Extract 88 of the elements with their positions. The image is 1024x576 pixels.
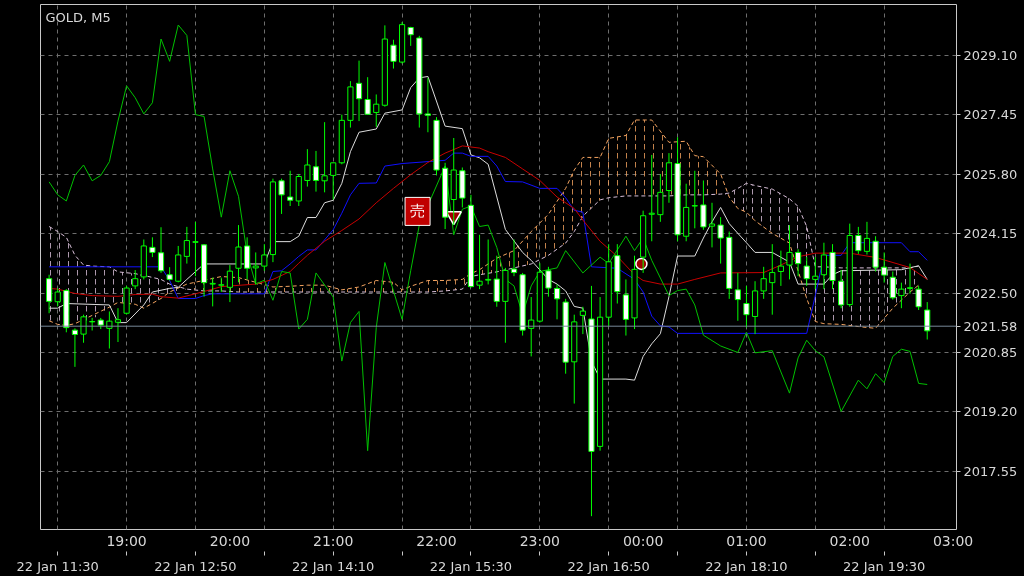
x2-tick-label: 22:00	[416, 532, 457, 549]
x-tick-label: 22 Jan 14:10	[292, 558, 375, 574]
candlestick	[855, 226, 862, 255]
candlestick	[321, 121, 328, 193]
candlestick	[54, 287, 61, 307]
candlestick	[906, 263, 914, 295]
candlestick	[708, 202, 716, 248]
candlestick	[803, 256, 810, 287]
candlestick	[820, 242, 827, 290]
y-tick-label: 2024.15	[963, 226, 1018, 242]
candlestick	[648, 154, 655, 242]
candlestick	[355, 60, 363, 122]
candlestick	[898, 282, 905, 309]
candlestick	[287, 170, 294, 207]
candlestick	[149, 236, 156, 258]
candlestick	[579, 306, 586, 335]
candlestick	[915, 285, 922, 311]
x2-tick-label: 21:00	[313, 532, 354, 549]
candlestick	[71, 327, 79, 368]
candlestick	[114, 307, 122, 343]
candlestick	[717, 216, 724, 265]
candlestick	[510, 238, 518, 277]
y-tick-label: 2022.50	[963, 285, 1018, 301]
candlestick	[889, 271, 896, 301]
candlestick	[183, 226, 190, 265]
y-tick-label: 2029.10	[963, 48, 1018, 64]
candlestick	[192, 221, 199, 277]
candlestick	[545, 266, 552, 298]
y-tick-label: 2017.55	[963, 463, 1018, 479]
x-tick-label: 22 Jan 15:30	[429, 558, 513, 574]
x2-tick-label: 03:00	[932, 532, 974, 549]
x-tick-label: 22 Jan 12:50	[154, 558, 237, 574]
candlestick	[330, 161, 337, 201]
x2-tick-label: 19:00	[106, 532, 147, 549]
candlestick	[80, 314, 87, 344]
candlestick	[924, 301, 931, 341]
candlestick	[106, 310, 113, 349]
candlestick	[553, 283, 561, 320]
candlestick	[261, 243, 268, 272]
candlestick	[795, 248, 802, 277]
candlestick	[863, 221, 871, 256]
candlestick	[373, 93, 380, 128]
candlestick	[743, 285, 750, 329]
candlestick	[312, 150, 320, 193]
candlestick	[476, 234, 483, 290]
x-tick-label: 22 Jan 11:30	[16, 558, 99, 574]
candlestick	[769, 243, 776, 316]
candlestick	[226, 264, 233, 303]
y-tick-label: 2025.80	[963, 166, 1018, 182]
candlestick	[734, 272, 741, 322]
candlestick	[46, 274, 53, 314]
chart-title: GOLD, M5	[45, 9, 111, 25]
candlestick	[812, 256, 819, 290]
x2-tick-label: 00:00	[622, 532, 664, 549]
candlestick	[777, 250, 784, 287]
x2-tick-label: 01:00	[726, 532, 767, 549]
candlestick	[493, 255, 500, 308]
candlestick	[235, 224, 242, 283]
candlestick	[390, 39, 397, 70]
x2-tick-label: 23:00	[519, 532, 561, 549]
candlestick	[760, 266, 767, 300]
candlestick	[838, 269, 845, 309]
candlestick	[691, 170, 698, 229]
candlestick	[244, 236, 251, 280]
candlestick	[364, 76, 371, 116]
x-tick-label: 22 Jan 16:50	[567, 558, 650, 574]
x-tick-label: 22 Jan 19:30	[843, 558, 926, 574]
candlestick	[209, 277, 216, 307]
candlestick	[157, 226, 165, 274]
candlestick	[278, 178, 285, 215]
candlestick	[881, 251, 888, 284]
x2-tick-label: 20:00	[209, 532, 251, 549]
candlestick	[700, 179, 707, 231]
candlestick	[424, 77, 431, 133]
candlestick	[485, 238, 492, 285]
x2-tick-label: 02:00	[829, 532, 870, 549]
candlestick	[252, 251, 259, 285]
candlestick	[528, 296, 535, 357]
candlestick	[304, 148, 311, 188]
candlestick	[657, 173, 664, 223]
candlestick	[132, 269, 139, 290]
ref-line-label: 2021.58	[963, 318, 1018, 334]
y-tick-label: 2020.85	[963, 344, 1018, 360]
annotation: 売	[410, 202, 426, 221]
y-tick-label: 2019.20	[963, 404, 1018, 420]
candlestick	[786, 224, 793, 280]
y-tick-label: 2027.45	[963, 107, 1018, 123]
x-tick-label: 22 Jan 18:10	[705, 558, 788, 574]
